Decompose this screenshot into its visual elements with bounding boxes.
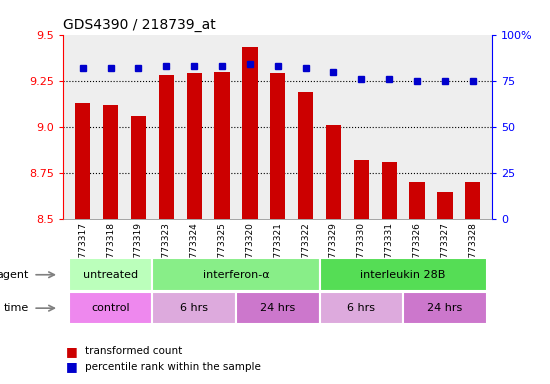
Bar — [320, 292, 403, 324]
Text: agent: agent — [0, 270, 29, 280]
Text: untreated: untreated — [83, 270, 138, 280]
Text: time: time — [4, 303, 29, 313]
Bar — [75, 103, 90, 219]
Bar — [69, 258, 152, 291]
Bar — [236, 292, 320, 324]
Bar — [186, 73, 202, 219]
Text: 24 hrs: 24 hrs — [260, 303, 295, 313]
Bar — [298, 92, 314, 219]
Bar — [403, 292, 487, 324]
Bar — [326, 125, 341, 219]
Bar — [152, 258, 320, 291]
Text: ■: ■ — [66, 360, 78, 373]
Text: 6 hrs: 6 hrs — [180, 303, 208, 313]
Bar — [437, 192, 453, 219]
Bar — [270, 73, 285, 219]
Bar — [409, 182, 425, 219]
Text: 24 hrs: 24 hrs — [427, 303, 463, 313]
Text: 6 hrs: 6 hrs — [347, 303, 375, 313]
Text: transformed count: transformed count — [85, 346, 183, 356]
Text: ■: ■ — [66, 345, 78, 358]
Bar — [131, 116, 146, 219]
Bar — [354, 160, 369, 219]
Bar — [152, 292, 236, 324]
Bar — [158, 75, 174, 219]
Text: interferon-α: interferon-α — [202, 270, 270, 280]
Bar — [103, 105, 118, 219]
Bar — [214, 71, 230, 219]
Bar — [242, 48, 257, 219]
Text: control: control — [91, 303, 130, 313]
Bar — [320, 258, 487, 291]
Text: percentile rank within the sample: percentile rank within the sample — [85, 362, 261, 372]
Text: interleukin 28B: interleukin 28B — [360, 270, 446, 280]
Bar — [465, 182, 480, 219]
Bar — [69, 292, 152, 324]
Text: GDS4390 / 218739_at: GDS4390 / 218739_at — [63, 18, 216, 32]
Bar — [382, 162, 397, 219]
